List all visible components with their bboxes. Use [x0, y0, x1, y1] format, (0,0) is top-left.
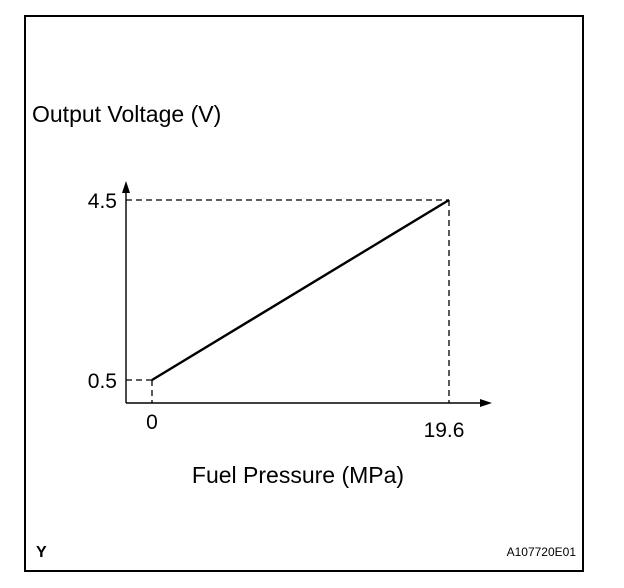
y-axis-arrow — [122, 181, 130, 193]
y-tick-label-0.5: 0.5 — [88, 370, 117, 393]
x-tick-label-19.6: 19.6 — [424, 419, 465, 442]
x-axis-arrow — [480, 399, 492, 407]
y-axis-label: Output Voltage (V) — [32, 101, 221, 127]
figure-code: A107720E01 — [507, 545, 577, 559]
corner-code-left: Y — [36, 544, 47, 561]
reference-lines — [126, 199, 450, 403]
series-line — [151, 198, 450, 382]
axes — [122, 181, 492, 407]
x-axis-label: Fuel Pressure (MPa) — [192, 462, 404, 488]
y-tick-label-4.5: 4.5 — [88, 190, 117, 213]
x-tick-label-0: 0 — [146, 411, 158, 434]
figure-frame — [24, 15, 584, 572]
